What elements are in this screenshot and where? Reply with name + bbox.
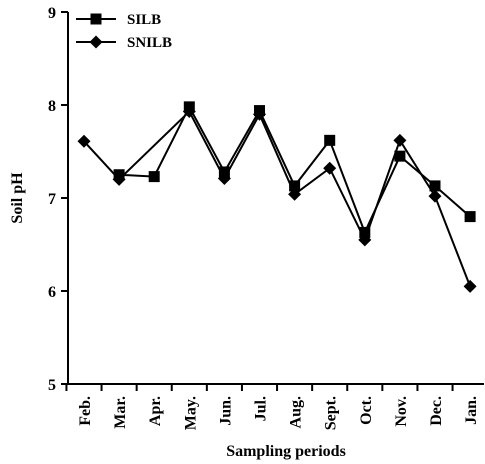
series-snilb bbox=[77, 105, 477, 293]
x-tick-label: Jun. bbox=[217, 396, 234, 426]
x-tick-label: Dec. bbox=[428, 396, 445, 426]
data-point-silb bbox=[218, 166, 230, 178]
series-layer bbox=[77, 101, 477, 293]
x-axis-ticks: Feb. Mar. Apr. May. Jun. Jul. Aug. Sept. Oct. Nov… bbox=[65, 384, 480, 430]
x-tick-label: Jan. bbox=[463, 396, 480, 425]
data-point-snilb bbox=[358, 233, 372, 247]
y-tick-label: 8 bbox=[48, 98, 56, 115]
data-point-snilb bbox=[323, 161, 337, 175]
legend-marker-snilb bbox=[89, 35, 103, 49]
legend-item-silb: SILB bbox=[76, 12, 161, 28]
legend: SILB SNILB bbox=[76, 12, 172, 51]
data-point-silb bbox=[324, 134, 336, 146]
data-point-snilb bbox=[393, 133, 407, 147]
axes bbox=[67, 12, 484, 385]
data-point-silb bbox=[394, 150, 406, 162]
x-tick-label: Sept. bbox=[323, 396, 340, 430]
y-tick-label: 6 bbox=[48, 284, 56, 301]
x-tick-label: Mar. bbox=[112, 396, 129, 429]
data-point-silb bbox=[464, 211, 476, 223]
data-point-snilb bbox=[182, 105, 196, 119]
x-tick-label: May. bbox=[182, 396, 199, 430]
y-tick-label: 9 bbox=[48, 5, 56, 22]
data-point-snilb bbox=[77, 134, 91, 148]
series-line-snilb bbox=[83, 109, 472, 287]
x-tick-label: Nov. bbox=[393, 396, 410, 427]
series-silb bbox=[113, 101, 476, 238]
data-point-snilb bbox=[253, 107, 266, 121]
data-point-silb bbox=[359, 226, 371, 238]
data-point-snilb bbox=[112, 172, 126, 186]
data-point-snilb bbox=[428, 189, 442, 203]
x-tick-label: Oct. bbox=[358, 396, 375, 425]
data-point-silb bbox=[148, 171, 160, 183]
y-axis-ticks: 5 6 7 8 9 bbox=[48, 5, 68, 394]
legend-label-silb: SILB bbox=[127, 12, 161, 28]
data-point-snilb bbox=[463, 279, 477, 293]
data-point-snilb bbox=[288, 187, 302, 201]
data-point-silb bbox=[429, 180, 441, 192]
y-tick-label: 5 bbox=[48, 377, 56, 394]
x-tick-label: Apr. bbox=[147, 396, 164, 426]
x-tick-label: Jul. bbox=[253, 396, 270, 421]
legend-label-snilb: SNILB bbox=[127, 35, 172, 51]
x-tick-label: Aug. bbox=[288, 396, 305, 428]
y-tick-label: 7 bbox=[48, 191, 56, 208]
x-tick-label: Feb. bbox=[77, 396, 94, 426]
data-point-silb bbox=[289, 180, 301, 192]
y-axis-title: Soil pH bbox=[9, 172, 26, 224]
legend-item-snilb: SNILB bbox=[76, 35, 172, 51]
x-axis-title: Sampling periods bbox=[226, 443, 346, 460]
legend-marker-silb bbox=[90, 13, 102, 25]
data-point-snilb bbox=[217, 171, 231, 185]
